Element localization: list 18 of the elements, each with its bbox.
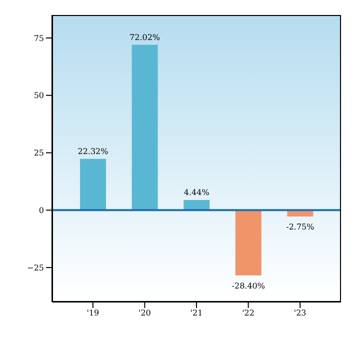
y-tick-label: −25 <box>27 263 44 272</box>
bar <box>235 210 262 276</box>
y-tick-label: 50 <box>34 91 44 100</box>
bar <box>80 158 106 210</box>
data-label: -28.40% <box>232 281 266 290</box>
x-tick-label: '20 <box>138 308 151 318</box>
data-label: -2.75% <box>286 222 315 232</box>
x-tick-label: '23 <box>294 308 306 318</box>
data-label: 4.44% <box>184 188 210 197</box>
data-label: 22.32% <box>78 146 109 156</box>
x-tick-label: '22 <box>242 308 254 318</box>
x-tick-label: '21 <box>190 308 203 318</box>
bar <box>132 44 158 210</box>
x-tick-label: '19 <box>86 308 100 318</box>
data-label: 72.02% <box>130 32 160 42</box>
y-tick-label: 0 <box>38 206 44 215</box>
y-tick-label: 75 <box>34 34 44 43</box>
y-tick-label: 25 <box>34 148 44 158</box>
